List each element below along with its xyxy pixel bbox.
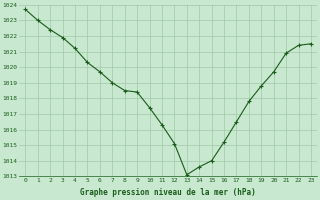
X-axis label: Graphe pression niveau de la mer (hPa): Graphe pression niveau de la mer (hPa) (80, 188, 256, 197)
